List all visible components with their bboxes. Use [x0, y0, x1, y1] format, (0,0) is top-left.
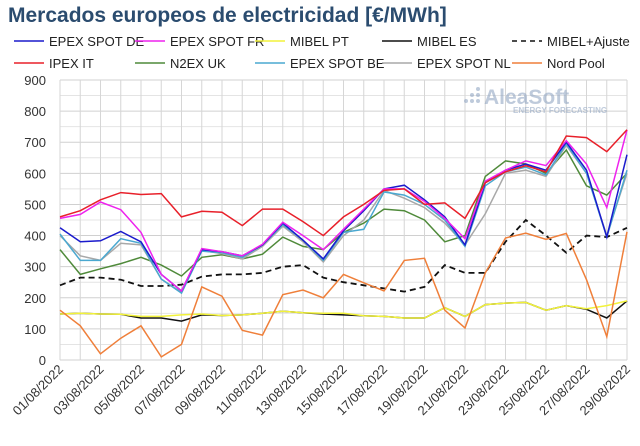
series-line-epex-spot-be — [59, 142, 628, 295]
legend-label: EPEX SPOT DE — [49, 34, 144, 49]
legend-label: IPEX IT — [49, 56, 94, 71]
legend-label: N2EX UK — [170, 56, 226, 71]
y-axis: 0 100 200 300 400 500 600 700 800 900 — [24, 73, 46, 368]
series-line-mibel-ajuste — [59, 218, 628, 293]
y-tick-label: 400 — [24, 229, 46, 244]
watermark-tagline: ENERGY FORECASTING — [513, 106, 607, 115]
y-tick-label: 300 — [24, 260, 46, 275]
series-line-epex-spot-de — [59, 140, 628, 293]
series-line-epex-spot-fr — [59, 129, 628, 293]
series-lines — [59, 129, 628, 358]
y-tick-label: 800 — [24, 104, 46, 119]
legend-label: MIBEL ES — [417, 34, 477, 49]
legend-label: Nord Pool — [547, 56, 605, 71]
series-line-ipex-it — [59, 129, 628, 237]
legend-label: EPEX SPOT NL — [417, 56, 511, 71]
x-axis: 01/08/202203/08/202205/08/202207/08/2022… — [9, 362, 633, 419]
legend: EPEX SPOT DE EPEX SPOT FR MIBEL PT MIBEL ES… — [14, 34, 630, 71]
y-tick-label: 500 — [24, 197, 46, 212]
chart-title: Mercados europeos de electricidad [€/MWh… — [8, 4, 447, 27]
y-tick-label: 900 — [24, 73, 46, 88]
y-tick-label: 100 — [24, 322, 46, 337]
series-line-mibel-pt — [59, 300, 628, 319]
y-tick-label: 200 — [24, 291, 46, 306]
series-line-nord-pool — [59, 231, 628, 358]
legend-label: EPEX SPOT FR — [170, 34, 264, 49]
y-tick-label: 0 — [39, 353, 46, 368]
watermark-brand: AleaSoft — [484, 86, 569, 109]
legend-label: MIBEL+Ajuste — [547, 34, 630, 49]
legend-label: MIBEL PT — [290, 34, 349, 49]
y-tick-label: 700 — [24, 135, 46, 150]
y-tick-label: 600 — [24, 166, 46, 181]
aleasoft-logo: AleaSoft ENERGY FORECASTING — [464, 86, 607, 115]
legend-label: EPEX SPOT BE — [290, 56, 385, 71]
